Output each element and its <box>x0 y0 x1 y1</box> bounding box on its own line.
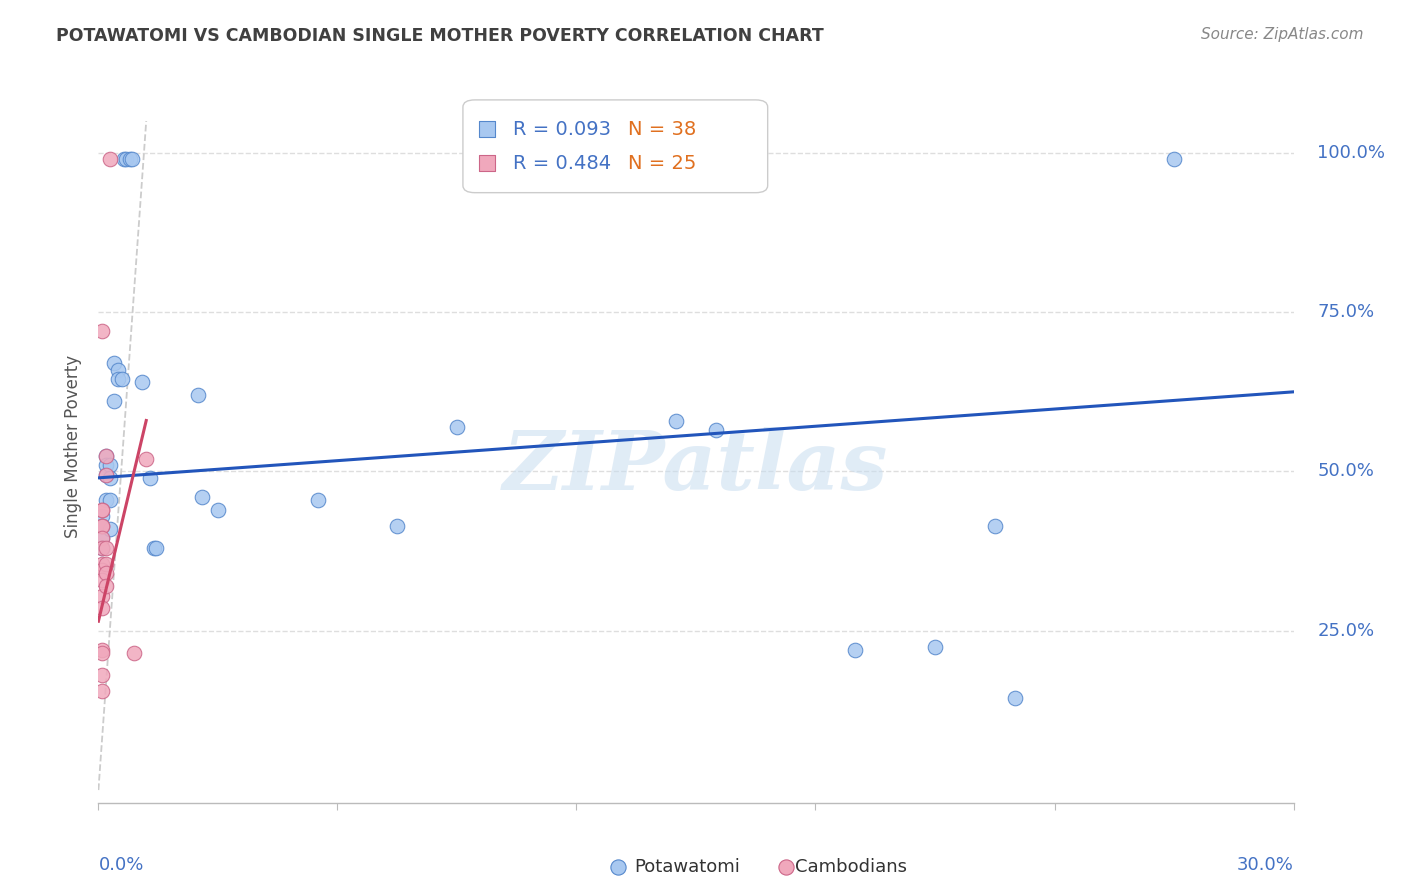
Point <box>91 557 114 571</box>
Point <box>98 471 122 485</box>
Point <box>665 413 688 427</box>
Point <box>96 449 118 463</box>
Text: Potawatomi: Potawatomi <box>634 858 740 876</box>
Point <box>924 640 946 654</box>
Point <box>96 579 118 593</box>
Point <box>107 362 129 376</box>
Point <box>91 541 114 555</box>
Point <box>91 502 114 516</box>
Text: R = 0.484: R = 0.484 <box>513 154 612 173</box>
Point <box>1163 153 1185 167</box>
Point <box>115 153 138 167</box>
Point <box>91 541 114 555</box>
Text: 0.0%: 0.0% <box>98 856 143 874</box>
Point <box>91 518 114 533</box>
Text: 75.0%: 75.0% <box>1317 303 1375 321</box>
Point <box>191 490 214 504</box>
Text: 30.0%: 30.0% <box>1237 856 1294 874</box>
Point <box>96 557 118 571</box>
Point <box>385 518 409 533</box>
Point <box>91 589 114 603</box>
Point <box>207 502 229 516</box>
Text: N = 38: N = 38 <box>628 120 696 138</box>
Point <box>91 573 114 587</box>
Point <box>91 532 114 546</box>
Point <box>96 467 118 482</box>
Y-axis label: Single Mother Poverty: Single Mother Poverty <box>63 354 82 538</box>
Point <box>1382 181 1405 195</box>
Point <box>111 372 134 386</box>
Point <box>91 518 114 533</box>
Point <box>96 467 118 482</box>
Point <box>983 518 1005 533</box>
Point <box>98 522 122 536</box>
Text: 100.0%: 100.0% <box>1317 144 1385 162</box>
Point <box>145 541 167 555</box>
Point <box>98 493 122 508</box>
Point <box>103 356 125 370</box>
Point <box>91 563 114 577</box>
Point <box>139 471 162 485</box>
Point <box>103 394 125 409</box>
FancyBboxPatch shape <box>463 100 768 193</box>
Point <box>187 388 209 402</box>
Point <box>844 643 866 657</box>
Text: Source: ZipAtlas.com: Source: ZipAtlas.com <box>1201 27 1364 42</box>
Point <box>131 376 153 390</box>
Point <box>98 458 122 472</box>
Point <box>307 493 329 508</box>
Point <box>91 532 114 546</box>
Point <box>112 153 135 167</box>
Text: 25.0%: 25.0% <box>1317 622 1375 640</box>
Point <box>91 646 114 660</box>
Text: 50.0%: 50.0% <box>1317 462 1374 481</box>
Text: R = 0.093: R = 0.093 <box>513 120 612 138</box>
Point <box>96 449 118 463</box>
Point <box>704 423 727 437</box>
Point <box>124 646 146 660</box>
Point <box>98 153 122 167</box>
Text: ZIPatlas: ZIPatlas <box>503 427 889 508</box>
Point <box>91 509 114 524</box>
Point <box>107 372 129 386</box>
Point <box>446 420 468 434</box>
Point <box>143 541 166 555</box>
Point <box>96 493 118 508</box>
Point <box>91 643 114 657</box>
Text: POTAWATOMI VS CAMBODIAN SINGLE MOTHER POVERTY CORRELATION CHART: POTAWATOMI VS CAMBODIAN SINGLE MOTHER PO… <box>56 27 824 45</box>
Text: N = 25: N = 25 <box>628 154 696 173</box>
Point <box>120 153 142 167</box>
Point <box>91 518 114 533</box>
Point <box>91 668 114 682</box>
Point <box>91 324 114 338</box>
Point <box>96 566 118 581</box>
Point <box>91 502 114 516</box>
Point <box>1004 690 1026 705</box>
Point <box>91 601 114 615</box>
Point <box>91 684 114 698</box>
Point <box>96 541 118 555</box>
Point <box>121 153 143 167</box>
Point <box>135 451 157 466</box>
Text: Cambodians: Cambodians <box>796 858 907 876</box>
Point <box>1382 212 1405 227</box>
Point <box>96 458 118 472</box>
